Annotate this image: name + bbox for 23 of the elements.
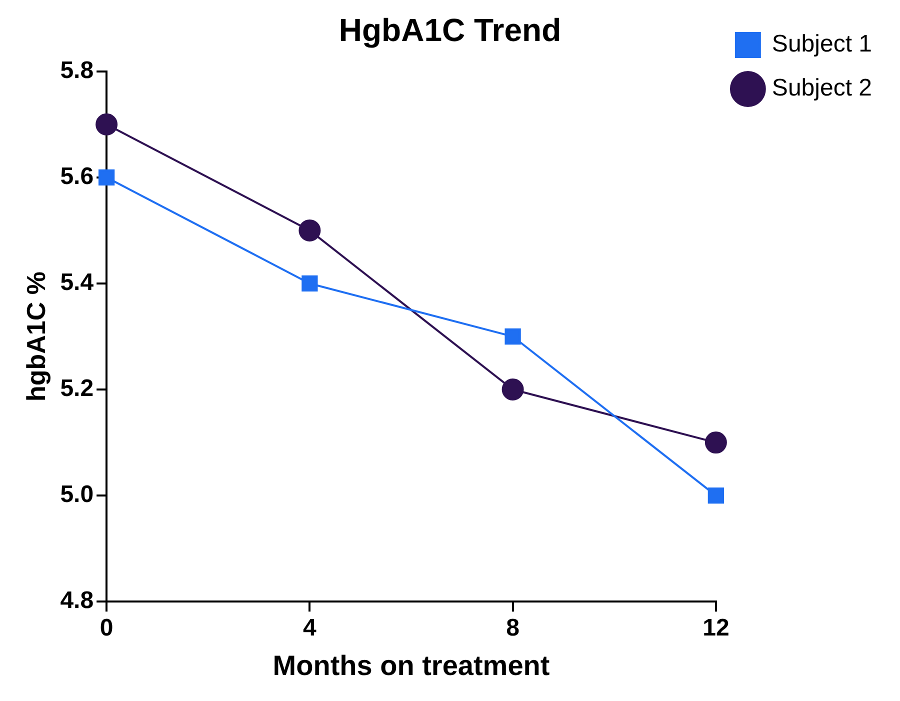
point <box>708 487 724 504</box>
y-tick-label: 5.0 <box>60 481 94 508</box>
legend-label: Subject 1 <box>772 30 872 58</box>
x-axis-title: Months on treatment <box>272 650 550 681</box>
y-tick-label: 4.8 <box>60 587 94 614</box>
x-tick-label: 4 <box>303 614 318 642</box>
point <box>96 113 118 136</box>
point <box>298 219 321 242</box>
x-tick-label: 0 <box>100 614 114 642</box>
point <box>302 275 318 292</box>
point <box>504 328 521 345</box>
y-tick-label: 5.4 <box>60 269 94 296</box>
y-tick-label: 5.2 <box>60 375 94 402</box>
y-tick-label: 5.8 <box>60 57 94 84</box>
legend-label: Subject 2 <box>772 74 872 102</box>
point <box>502 378 524 401</box>
point <box>98 169 115 186</box>
chart-title: HgbA1C Trend <box>338 12 562 48</box>
y-axis-title: hgbA1C % <box>20 272 51 402</box>
y-tick-label: 5.6 <box>60 163 94 190</box>
x-tick-label: 8 <box>506 614 520 642</box>
point <box>704 432 727 454</box>
x-tick-label: 12 <box>702 614 730 642</box>
